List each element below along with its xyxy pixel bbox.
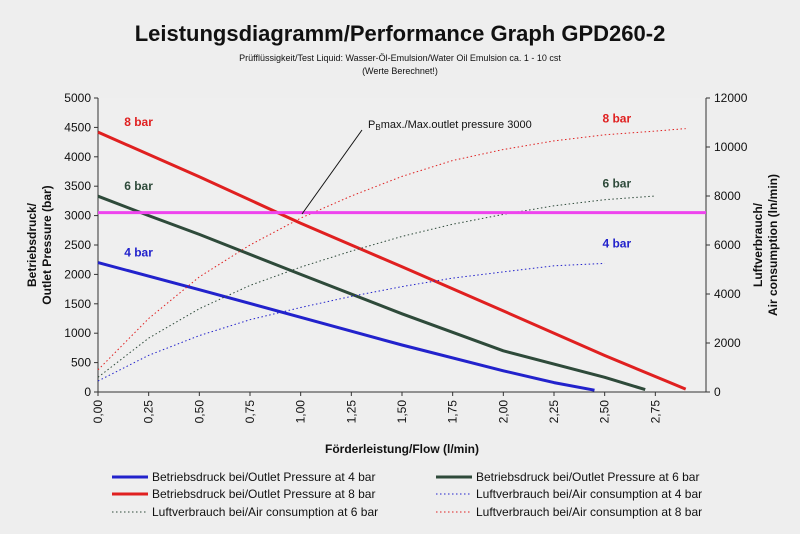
legend-entry-a8: Luftverbrauch bei/Air consumption at 8 b… [476,505,702,519]
y-right-axis-label: Luftverbrauch/ [751,202,765,287]
series-line-a6 [97,195,656,378]
y-left-tick-label: 0 [84,385,91,399]
series-labels: PBmax./Max.outlet pressure 3000 8 bar 6 ba… [124,112,631,260]
y-right-tick-label: 4000 [714,287,741,301]
x-tick-label: 0,00 [91,400,105,424]
x-tick-label: 2,75 [648,400,662,424]
series-line-a4 [97,262,605,382]
y-left-tick-label: 4500 [64,120,91,134]
max-pressure-annotation: PBmax./Max.outlet pressure 3000 [368,119,532,132]
legend: Betriebsdruck bei/Outlet Pressure at 4 b… [112,470,702,519]
y-left-tick-label: 4000 [64,150,91,164]
x-tick-label: 2,50 [598,400,612,424]
y-left-tick-label: 3500 [64,179,91,193]
x-tick-label: 0,75 [243,400,257,424]
y-right-tick-label: 8000 [714,189,741,203]
x-tick-label: 1,00 [294,400,308,424]
x-tick-label: 2,25 [547,400,561,424]
y-right-tick-label: 6000 [714,238,741,252]
y-right-axis-label: Air consumption (ln/min) [766,174,780,316]
x-tick-label: 2,00 [496,400,510,424]
y-right-tick-label: 2000 [714,336,741,350]
series-line-p6 [97,194,646,392]
legend-entry-a6: Luftverbrauch bei/Air consumption at 6 b… [152,505,378,519]
y-left-tick-label: 500 [71,356,91,370]
y-left-tick-label: 3000 [64,209,91,223]
series-label-a6: 6 bar [602,177,631,191]
series-label-p4: 4 bar [124,246,153,260]
chart-subtitle-note: (Werte Berechnet!) [362,66,438,76]
y-left-tick-label: 2500 [64,238,91,252]
y-left-tick-label: 1000 [64,326,91,340]
axes: 0 500 1000 1500 2000 2500 3000 3500 4000 4500 5000… [25,91,780,456]
x-tick-label: 1,25 [344,400,358,424]
y-left-tick-label: 1500 [64,297,91,311]
chart-subtitle: Prüfflüssigkeit/Test Liquid: Wasser-Öl-E… [239,53,561,63]
y-left-tick-label: 5000 [64,91,91,105]
y-right-tick-label: 0 [714,385,721,399]
legend-entry-p8: Betriebsdruck bei/Outlet Pressure at 8 b… [152,487,375,501]
x-tick-label: 1,50 [395,400,409,424]
x-tick-label: 0,25 [142,400,156,424]
plot-area [98,98,706,392]
series-label-p6: 6 bar [124,179,153,193]
x-tick-label: 0,50 [192,400,206,424]
chart-title: Leistungsdiagramm/Performance Graph GPD2… [135,21,666,46]
series-label-p8: 8 bar [124,115,153,129]
legend-entry-a4: Luftverbrauch bei/Air consumption at 4 b… [476,487,702,501]
series-lines [97,128,706,392]
x-axis-label: Förderleistung/Flow (l/min) [325,442,479,456]
y-left-axis-label: Betriebsdruck/ [25,202,39,287]
y-right-tick-label: 12000 [714,91,748,105]
legend-entry-p6: Betriebsdruck bei/Outlet Pressure at 6 b… [476,470,699,484]
annotation-pointer [301,129,363,215]
series-label-a4: 4 bar [602,237,631,251]
y-left-tick-label: 2000 [64,267,91,281]
y-right-tick-label: 10000 [714,140,748,154]
series-line-a8 [97,128,686,371]
x-tick-label: 1,75 [446,400,460,424]
series-line-p4 [97,261,595,392]
series-label-a8: 8 bar [602,112,631,126]
series-line-p8 [97,130,687,391]
plot-background [98,98,706,392]
y-left-axis-label: Outlet Pressure (bar) [40,185,54,304]
legend-entry-p4: Betriebsdruck bei/Outlet Pressure at 4 b… [152,470,375,484]
